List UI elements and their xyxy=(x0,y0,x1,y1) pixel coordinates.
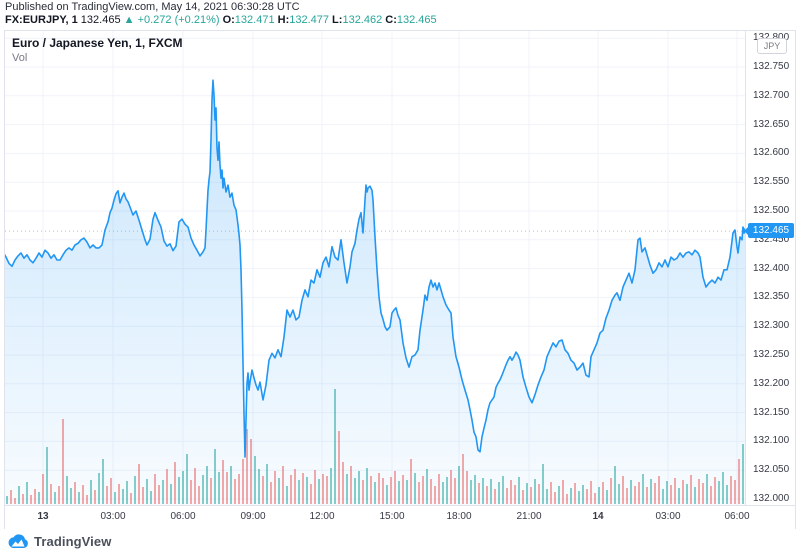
last-price-tag: 132.465 xyxy=(744,223,794,239)
price-line-series xyxy=(5,79,745,458)
symbol-segment: ▲ +0.272 (+0.21%) xyxy=(123,14,220,26)
symbol-segment: L: xyxy=(329,14,343,26)
time-axis-label: 12:00 xyxy=(309,511,335,522)
time-axis-label: 14 xyxy=(592,511,604,522)
price-axis-label: 132.700 xyxy=(753,89,790,101)
symbol-segment: 132.462 xyxy=(342,14,383,26)
symbol-segment: 132.471 xyxy=(234,14,275,26)
price-axis-label: 132.150 xyxy=(753,406,790,418)
price-axis-label: 132.650 xyxy=(753,118,790,130)
price-axis-label: 132.000 xyxy=(753,493,790,504)
currency-toggle-button[interactable]: JPY xyxy=(757,38,787,54)
price-axis-label: 132.050 xyxy=(753,464,790,476)
series-end-marker xyxy=(742,228,745,234)
price-axis-label: 132.250 xyxy=(753,349,790,360)
price-axis-label: 132.300 xyxy=(753,320,790,332)
time-axis-label: 06:00 xyxy=(724,511,750,522)
symbol-segment: O: xyxy=(219,14,235,26)
time-axis-label: 18:00 xyxy=(446,511,472,522)
time-axis-label: 03:00 xyxy=(100,511,126,522)
price-axis-label: 132.400 xyxy=(753,262,790,274)
time-axis-label: 06:00 xyxy=(170,511,196,522)
time-axis-label: 15:00 xyxy=(379,511,405,522)
chart-title[interactable]: Euro / Japanese Yen, 1, FXCM xyxy=(12,36,183,50)
time-axis-label: 09:00 xyxy=(240,511,266,522)
price-chart-svg xyxy=(5,31,745,505)
symbol-info-line: FX:EURJPY, 1 132.465 ▲ +0.272 (+0.21%) O… xyxy=(5,14,437,26)
price-axis-label: 132.800 xyxy=(753,32,797,43)
price-axis-label: 132.550 xyxy=(753,176,790,188)
time-axis-label: 21:00 xyxy=(516,511,542,522)
symbol-segment: H: xyxy=(274,14,290,26)
symbol-segment: 132.465 xyxy=(396,14,437,26)
time-axis[interactable]: 13 03:00 06:00 09:00 12:00 15:00 18:00 21:00 14 0… xyxy=(5,505,795,529)
chart-legend: Euro / Japanese Yen, 1, FXCM Vol xyxy=(12,36,183,66)
volume-study-label[interactable]: Vol xyxy=(12,52,28,64)
price-axis[interactable]: 132.000 132.050 132.100 132.150 132.200 132.2… xyxy=(744,31,797,505)
price-axis-label: 132.200 xyxy=(753,377,790,389)
price-axis-label: 132.350 xyxy=(753,291,790,303)
tradingview-cloud-icon xyxy=(8,534,28,548)
symbol-segment: FX:EURJPY, 1 xyxy=(5,14,78,26)
price-axis-label: 132.750 xyxy=(753,61,790,72)
time-axis-label: 13 xyxy=(37,511,49,522)
symbol-segment: 132.477 xyxy=(289,14,329,26)
symbol-segment: 132.465 xyxy=(77,14,124,26)
published-info-line: Published on TradingView.com, May 14, 20… xyxy=(5,1,300,13)
price-axis-label: 132.100 xyxy=(753,435,790,447)
chart-plot-area[interactable]: Euro / Japanese Yen, 1, FXCM Vol xyxy=(5,31,745,505)
symbol-segment: C: xyxy=(382,14,397,26)
time-axis-label: 03:00 xyxy=(655,511,681,522)
price-axis-label: 132.500 xyxy=(753,205,790,216)
chart-frame: Euro / Japanese Yen, 1, FXCM Vol 132.000… xyxy=(4,30,796,529)
price-series xyxy=(5,79,745,505)
price-axis-label: 132.450 xyxy=(753,233,790,245)
tradingview-logo-link[interactable]: TradingView xyxy=(7,534,111,549)
price-area-fill xyxy=(5,80,745,505)
price-axis-label: 132.600 xyxy=(753,147,790,159)
tradingview-wordmark: TradingView xyxy=(34,534,112,549)
